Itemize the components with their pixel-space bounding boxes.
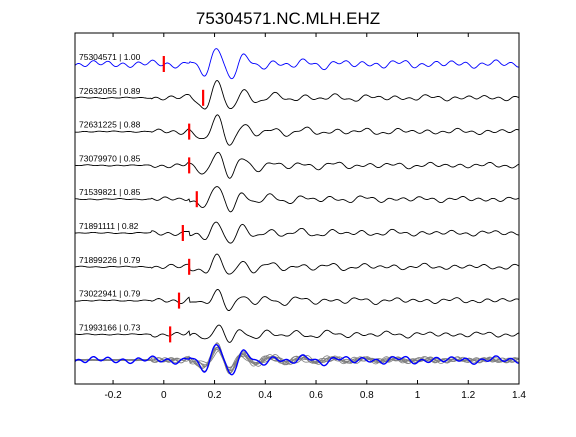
trace-label-72631225: 72631225 | 0.88 bbox=[79, 120, 141, 130]
x-tick-label: 0.8 bbox=[360, 390, 374, 401]
plot-frame bbox=[74, 32, 520, 385]
trace-73022941 bbox=[74, 289, 520, 311]
trace-label-71899226: 71899226 | 0.79 bbox=[79, 255, 141, 265]
trace-72631225 bbox=[74, 114, 520, 146]
trace-label-71539821: 71539821 | 0.85 bbox=[79, 187, 141, 197]
trace-75304571 bbox=[74, 48, 519, 80]
x-tick-label: 0.2 bbox=[208, 390, 222, 401]
trace-label-72632055: 72632055 | 0.89 bbox=[79, 86, 141, 96]
chart-title: 75304571.NC.MLH.EHZ bbox=[196, 9, 380, 28]
trace-label-73022941: 73022941 | 0.79 bbox=[79, 289, 141, 299]
x-tick-label: -0.2 bbox=[104, 390, 122, 401]
pick-markers-layer bbox=[162, 56, 205, 343]
trace-label-75304571: 75304571 | 1.00 bbox=[79, 52, 141, 62]
stack-reference-trace bbox=[74, 343, 519, 376]
trace-label-71993166: 71993166 | 0.73 bbox=[79, 322, 141, 332]
trace-71891111 bbox=[74, 221, 520, 244]
trace-73079970 bbox=[74, 151, 520, 179]
x-axis: -0.2 0 0.2 0.4 0.6 0.8 1 1.2 1.4 bbox=[104, 33, 526, 401]
x-tick-label: 1 bbox=[415, 390, 421, 401]
trace-label-73079970: 73079970 | 0.85 bbox=[79, 153, 141, 163]
traces-layer bbox=[74, 48, 520, 343]
stacked-traces-layer bbox=[74, 342, 520, 376]
trace-71899226 bbox=[74, 253, 520, 275]
trace-71993166 bbox=[74, 324, 520, 343]
x-tick-label: 0.6 bbox=[309, 390, 323, 401]
x-tick-label: 1.2 bbox=[461, 390, 475, 401]
trace-label-71891111: 71891111 | 0.82 bbox=[79, 221, 139, 231]
x-tick-label: 0 bbox=[161, 390, 167, 401]
x-tick-label: 0.4 bbox=[258, 390, 272, 401]
stack-trace-71993166 bbox=[74, 350, 520, 369]
x-tick-label: 1.4 bbox=[512, 390, 526, 401]
trace-labels-layer: 75304571 | 1.00 72632055 | 0.89 72631225 |… bbox=[79, 52, 141, 332]
trace-72632055 bbox=[74, 80, 520, 110]
trace-71539821 bbox=[74, 186, 520, 213]
